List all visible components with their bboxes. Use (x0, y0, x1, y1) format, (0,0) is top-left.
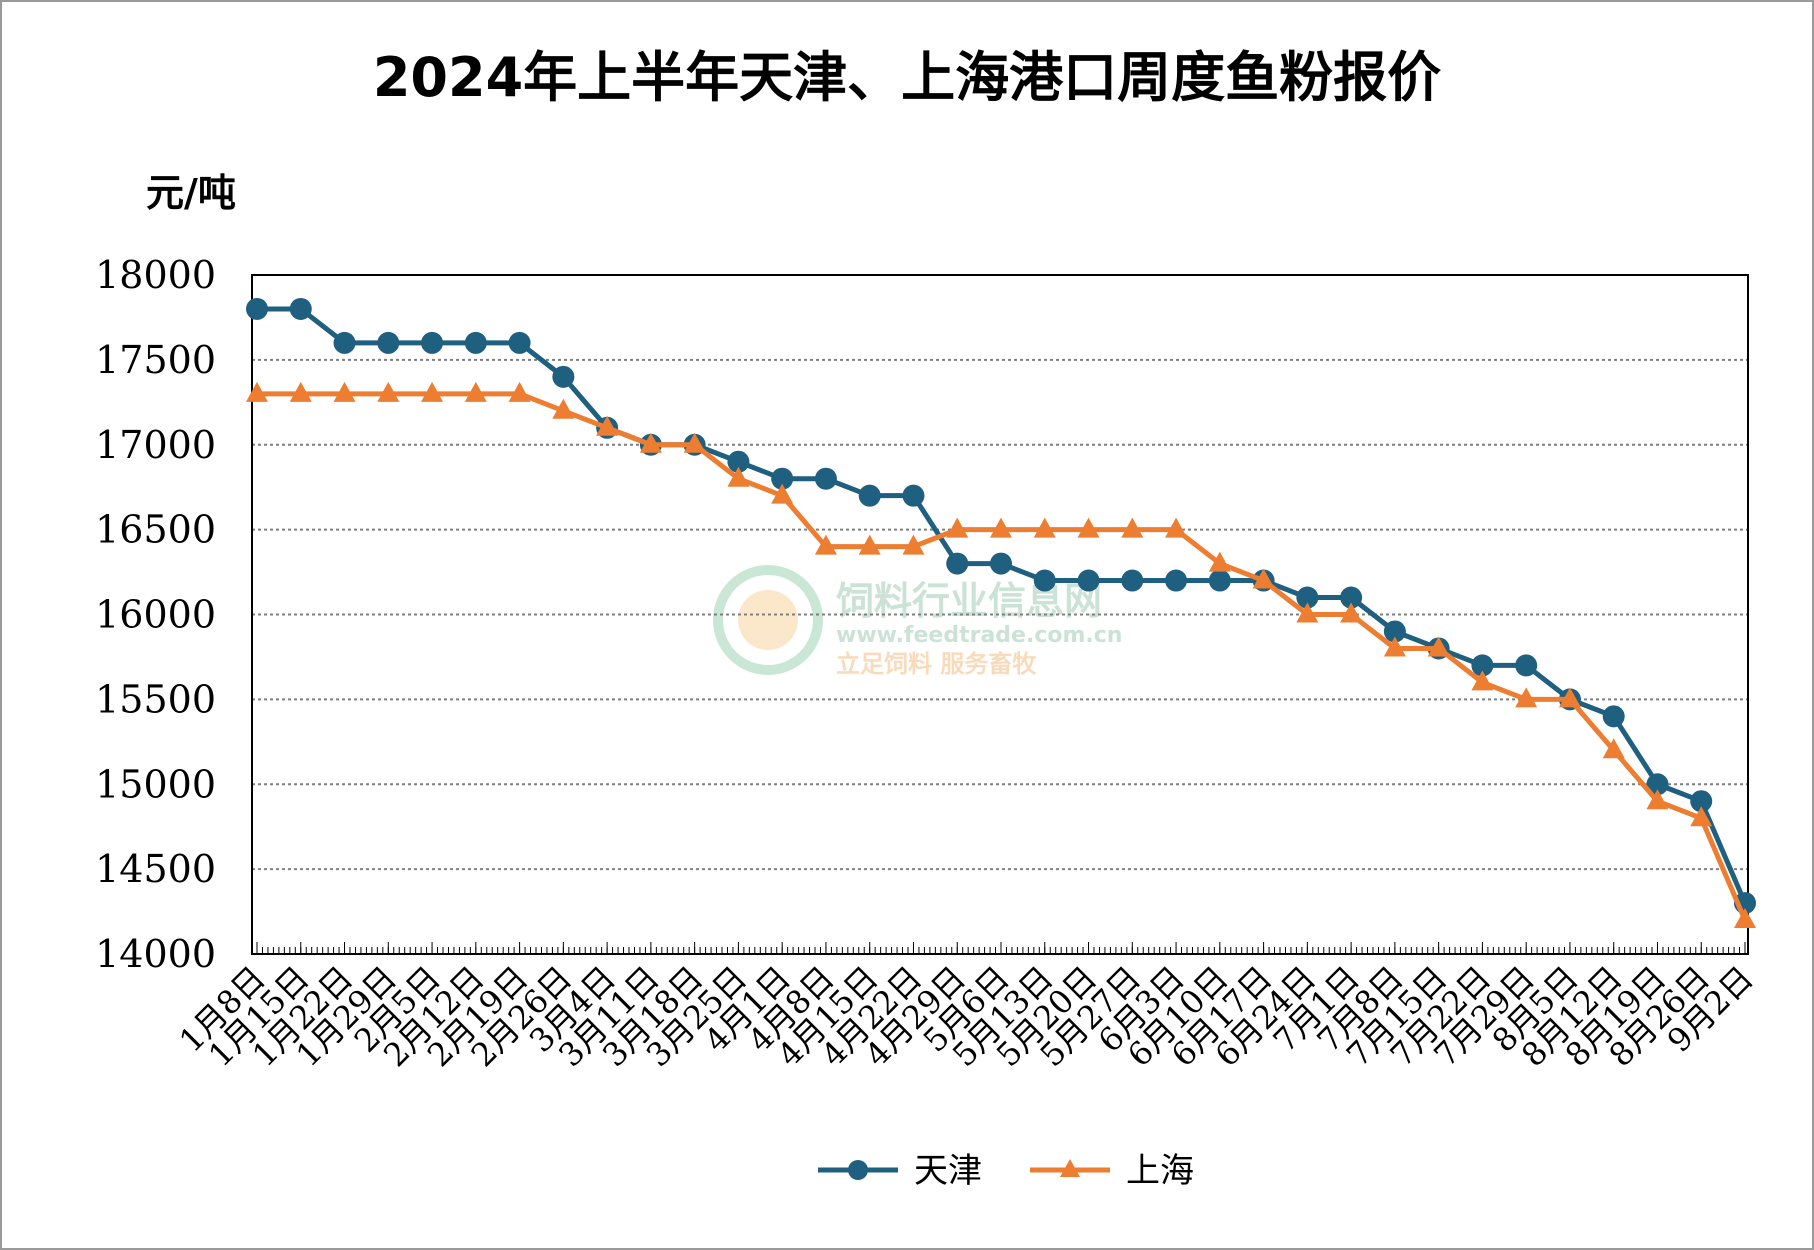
y-tick-label: 17000 (95, 423, 216, 467)
data-point (464, 331, 487, 354)
data-point (1471, 670, 1494, 691)
data-point (1121, 517, 1144, 538)
watermark-name: 饲料行业信息网 (836, 579, 1102, 623)
data-point (1690, 806, 1713, 827)
watermark-logo-core-icon (738, 590, 798, 650)
data-point (1515, 654, 1538, 677)
data-point (508, 331, 531, 354)
y-tick-label: 17500 (95, 338, 216, 382)
data-point (1077, 517, 1100, 538)
data-point (1121, 569, 1144, 592)
data-point (946, 517, 969, 538)
data-point (1602, 705, 1625, 728)
legend: 天津 上海 (818, 1151, 1194, 1191)
legend-marker (848, 1160, 868, 1180)
data-point (1340, 586, 1363, 609)
data-point (1165, 517, 1188, 538)
data-point (552, 365, 575, 388)
data-point (1296, 602, 1319, 623)
data-point (858, 484, 881, 507)
legend-label: 上海 (1126, 1151, 1194, 1191)
data-point (1296, 586, 1319, 609)
data-point (333, 381, 356, 402)
data-point (858, 534, 881, 555)
data-point (1690, 790, 1713, 813)
data-point (814, 467, 837, 490)
data-point (508, 381, 531, 402)
data-point (1208, 569, 1231, 592)
data-point (1602, 738, 1625, 759)
data-point (289, 381, 312, 402)
data-point (990, 552, 1012, 575)
data-point (246, 297, 268, 320)
data-point (946, 552, 969, 575)
data-point (1208, 551, 1231, 572)
data-point (1471, 654, 1494, 677)
legend-marker (1060, 1159, 1080, 1177)
y-tick-label: 14000 (95, 932, 216, 976)
data-point (902, 534, 925, 555)
data-point (771, 467, 794, 490)
y-axis-ticks: 14000 14500 15000 15500 16000 16500 17000 17500… (95, 253, 216, 976)
y-tick-label: 16000 (95, 593, 216, 637)
y-tick-label: 14500 (95, 847, 216, 891)
data-point (1383, 636, 1406, 657)
data-point (377, 381, 400, 402)
data-point (552, 398, 575, 419)
chart-title: 2024年上半年天津、上海港口周度鱼粉报价 (373, 46, 1441, 109)
data-point (421, 331, 444, 354)
legend-item: 上海 (1030, 1151, 1194, 1191)
data-point (421, 381, 444, 402)
data-point (683, 432, 706, 453)
data-point (990, 517, 1012, 538)
data-point (1646, 789, 1669, 810)
data-point (1427, 636, 1450, 657)
data-point (727, 466, 750, 487)
data-point (771, 483, 794, 504)
data-point (1077, 569, 1100, 592)
data-point (1558, 687, 1581, 708)
series-1 (246, 297, 1756, 915)
data-point (1033, 517, 1056, 538)
data-point (1033, 569, 1056, 592)
data-point (1646, 773, 1669, 796)
data-point (1383, 620, 1406, 643)
watermark-url: www.feedtrade.com.cn (836, 623, 1122, 648)
data-point (1734, 908, 1756, 929)
series-group (246, 297, 1756, 929)
legend-label: 天津 (914, 1151, 982, 1191)
watermark-slogan: 立足饲料 服务畜牧 (836, 650, 1037, 678)
data-point (902, 484, 925, 507)
series-2 (246, 381, 1756, 929)
data-point (464, 381, 487, 402)
data-point (814, 534, 837, 555)
y-tick-label: 18000 (95, 253, 216, 297)
y-tick-label: 15000 (95, 762, 216, 806)
plot-area-border (251, 274, 1749, 955)
data-point (377, 331, 400, 354)
data-point (1515, 687, 1538, 708)
data-point (1252, 568, 1275, 589)
watermark: 饲料行业信息网 www.feedtrade.com.cn 立足饲料 服务畜牧 (713, 565, 1122, 678)
data-point (246, 381, 268, 402)
y-tick-label: 16500 (95, 508, 216, 552)
data-point (1340, 602, 1363, 623)
data-point (727, 450, 750, 473)
y-tick-label: 15500 (95, 677, 216, 721)
y-axis-unit: 元/吨 (146, 171, 236, 215)
data-point (289, 297, 312, 320)
data-point (639, 432, 662, 453)
data-point (333, 331, 356, 354)
legend-item: 天津 (818, 1151, 982, 1191)
data-point (596, 415, 619, 436)
data-point (1165, 569, 1188, 592)
watermark-logo-icon (713, 565, 823, 675)
